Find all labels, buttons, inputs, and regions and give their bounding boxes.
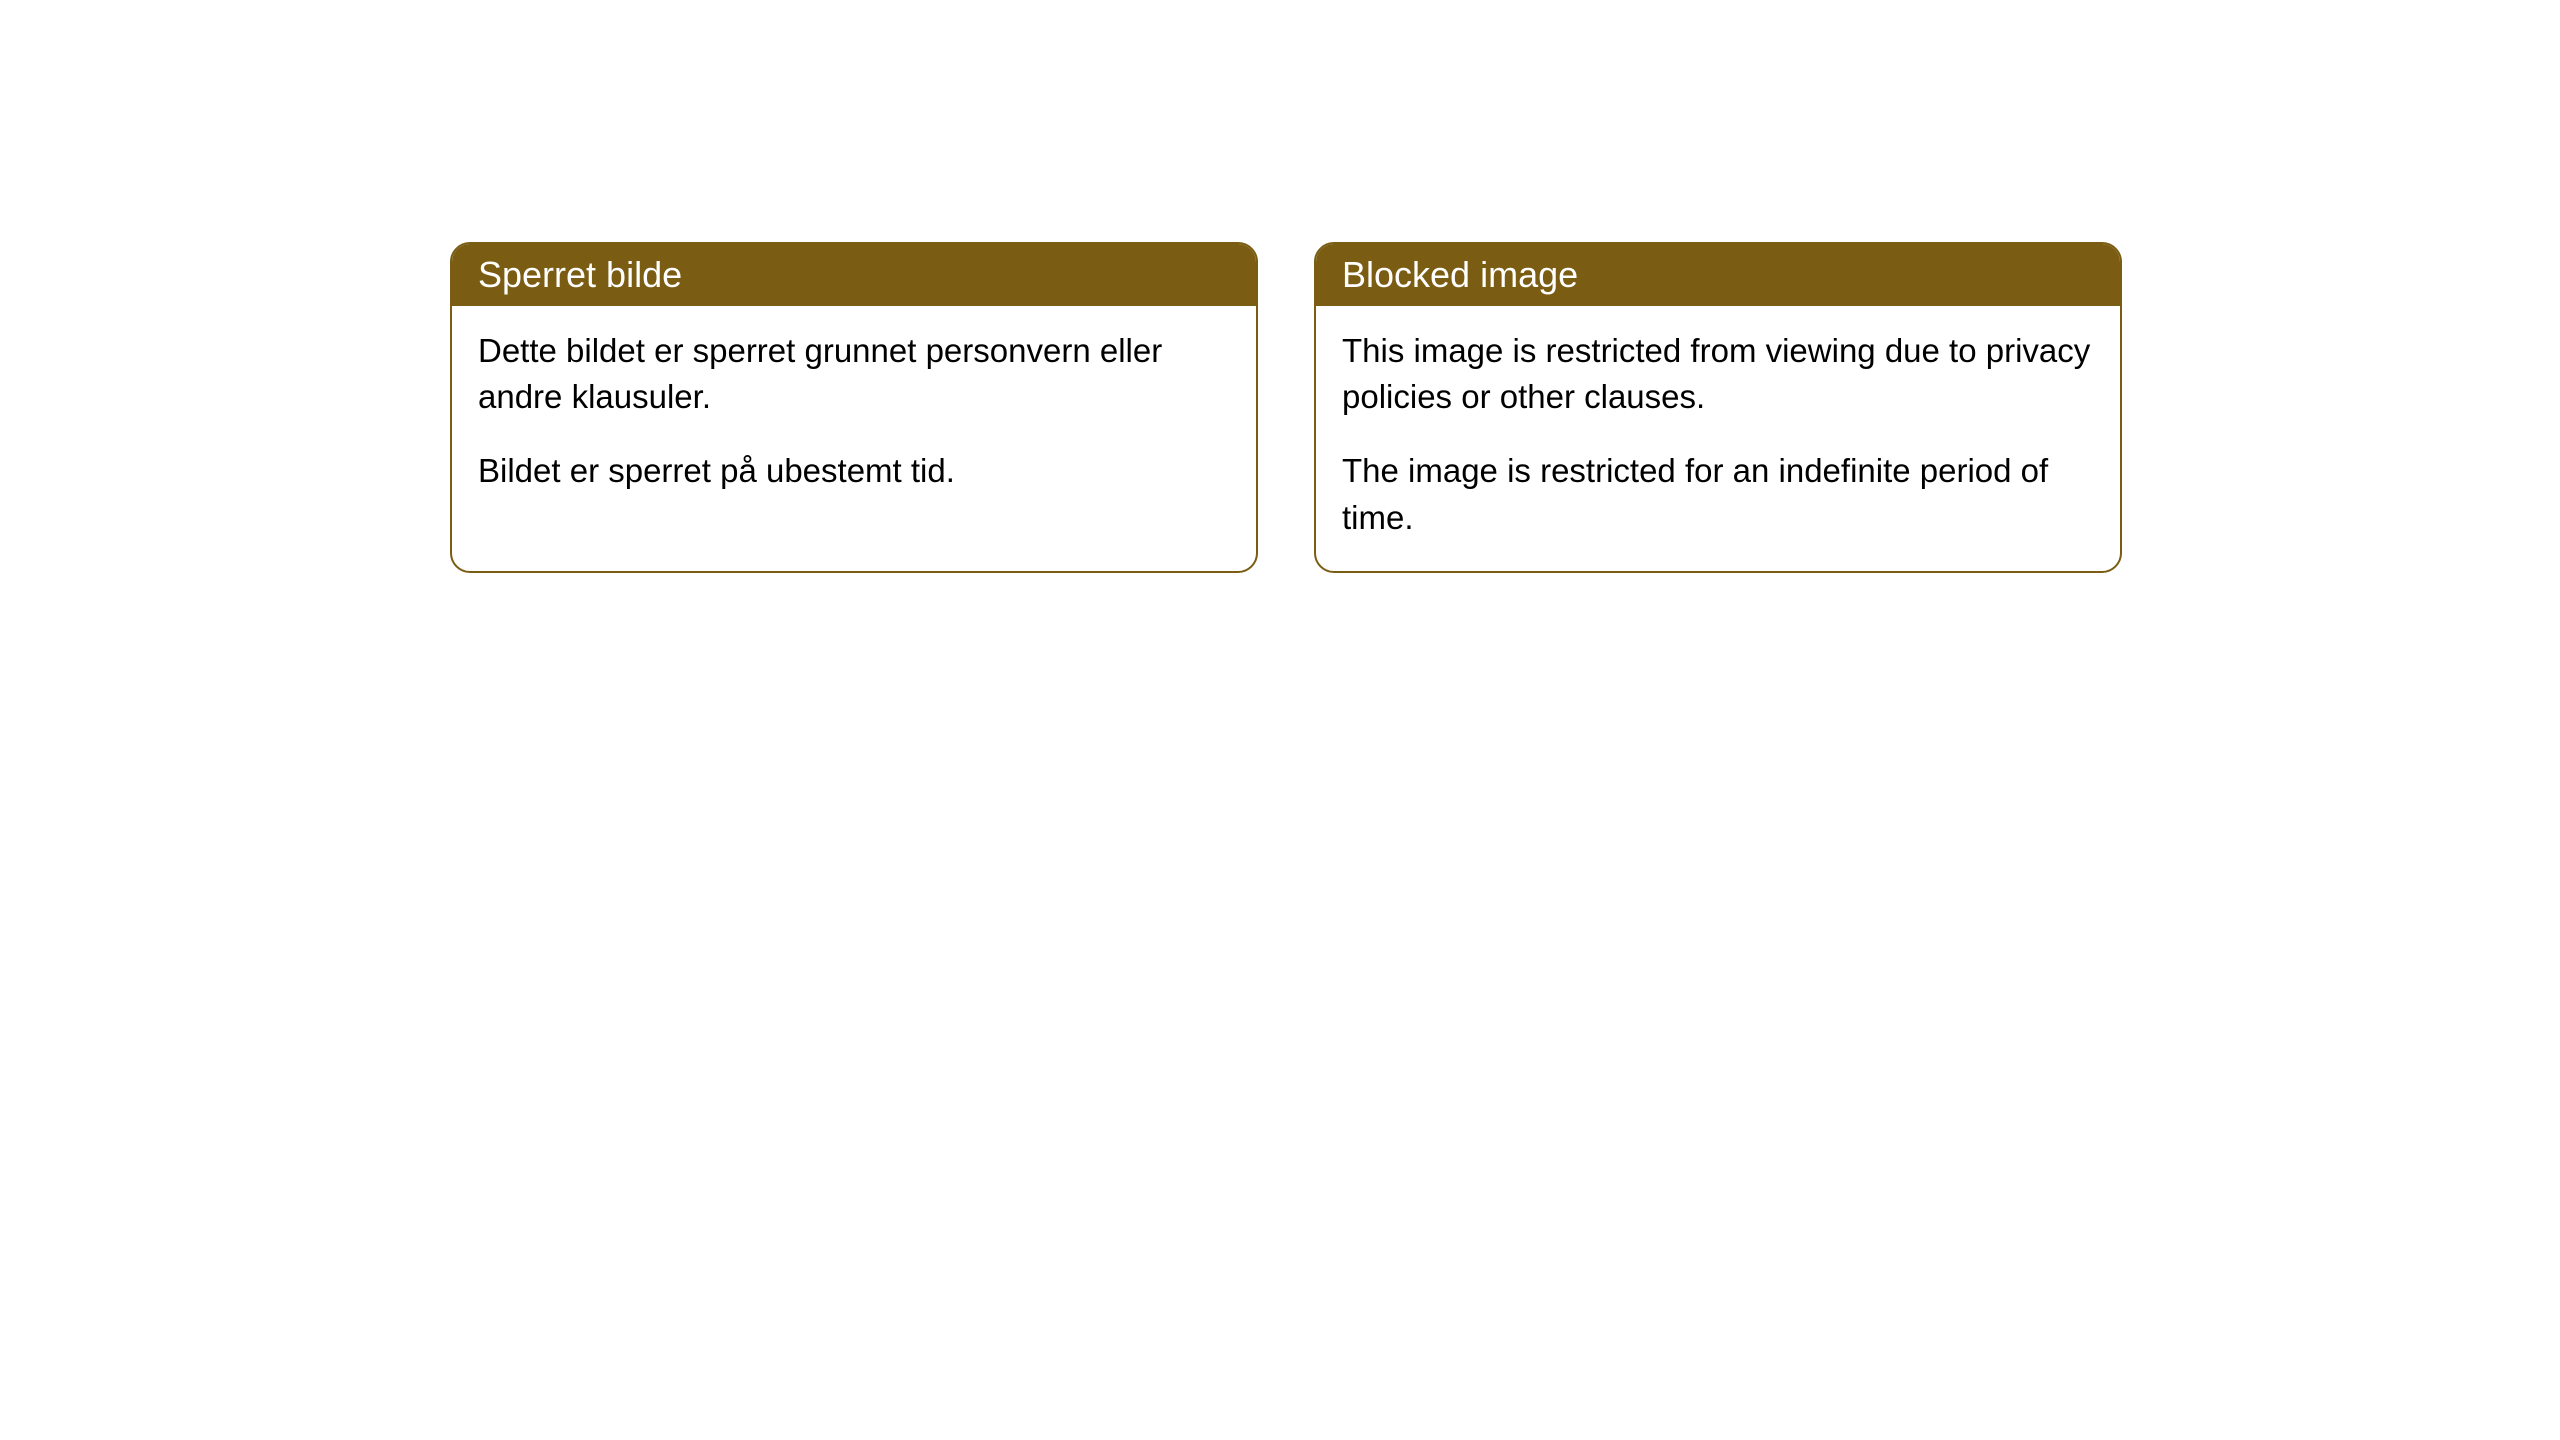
notice-header-norwegian: Sperret bilde (452, 244, 1256, 306)
notice-paragraph: This image is restricted from viewing du… (1342, 328, 2094, 420)
notice-card-norwegian: Sperret bilde Dette bildet er sperret gr… (450, 242, 1258, 573)
notice-container: Sperret bilde Dette bildet er sperret gr… (450, 242, 2122, 573)
notice-paragraph: Bildet er sperret på ubestemt tid. (478, 448, 1230, 494)
notice-paragraph: Dette bildet er sperret grunnet personve… (478, 328, 1230, 420)
notice-title: Sperret bilde (478, 254, 682, 295)
notice-body-norwegian: Dette bildet er sperret grunnet personve… (452, 306, 1256, 525)
notice-card-english: Blocked image This image is restricted f… (1314, 242, 2122, 573)
notice-header-english: Blocked image (1316, 244, 2120, 306)
notice-title: Blocked image (1342, 254, 1578, 295)
notice-body-english: This image is restricted from viewing du… (1316, 306, 2120, 571)
notice-paragraph: The image is restricted for an indefinit… (1342, 448, 2094, 540)
